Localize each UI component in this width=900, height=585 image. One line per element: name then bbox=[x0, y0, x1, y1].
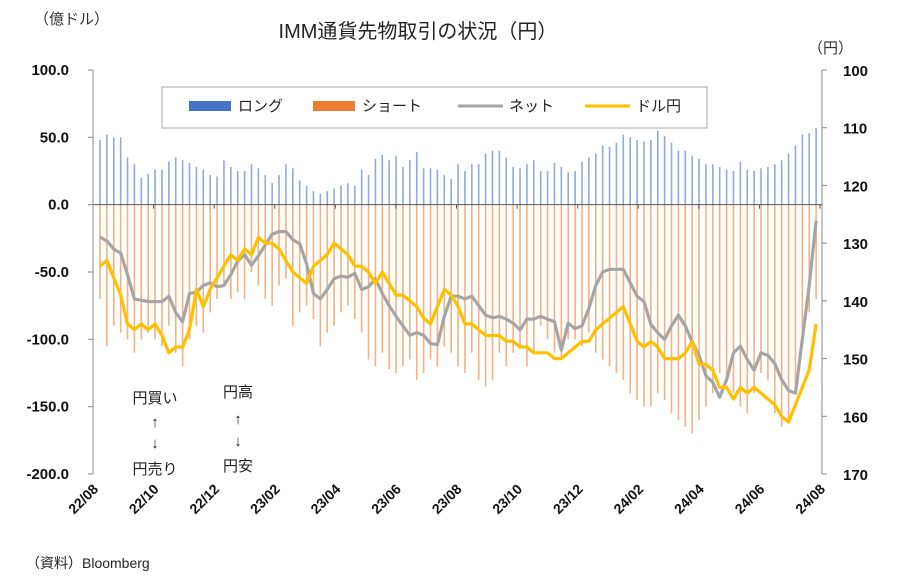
right-axis-tick-label: 140 bbox=[843, 294, 868, 311]
x-axis-tick-label: 23/08 bbox=[429, 481, 465, 517]
x-axis-tick-label: 22/08 bbox=[65, 481, 101, 517]
x-axis-tick-label: 24/04 bbox=[671, 481, 707, 517]
x-axis-tick-label: 22/10 bbox=[126, 481, 162, 517]
right-axis-tick-label: 130 bbox=[843, 236, 868, 253]
x-axis-tick-label: 23/10 bbox=[489, 481, 525, 517]
arrow-down-icon: ↓ bbox=[234, 433, 242, 450]
left-axis-tick-label: 50.0 bbox=[40, 129, 69, 146]
right-axis-unit: （円） bbox=[808, 40, 853, 57]
left-axis-tick-label: 0.0 bbox=[48, 197, 69, 214]
legend-label-usdjpy: ドル円 bbox=[636, 98, 681, 115]
left-axis-ticks: 100.0 50.0 0.0 -50.0 -100.0 -150.0 -200.0 bbox=[26, 62, 93, 483]
right-axis-tick-label: 100 bbox=[843, 63, 868, 80]
left-axis-tick-label: -100.0 bbox=[26, 331, 69, 348]
left-axis-tick-label: 100.0 bbox=[31, 62, 69, 79]
annotation-yen-strong-weak: 円高 ↑ ↓ 円安 bbox=[223, 384, 253, 475]
legend-label-long: ロング bbox=[238, 98, 283, 115]
annotation-yen-sell: 円売り bbox=[132, 461, 177, 478]
right-axis-tick-label: 150 bbox=[843, 352, 868, 369]
x-axis-tick-label: 24/08 bbox=[792, 481, 828, 517]
usdjpy-line bbox=[98, 235, 818, 424]
long-bars bbox=[99, 127, 817, 205]
right-axis-tick-label: 170 bbox=[843, 467, 868, 484]
source-note: （資料）Bloomberg bbox=[26, 555, 150, 571]
x-axis-tick-label: 23/12 bbox=[550, 481, 586, 517]
left-axis-tick-label: -150.0 bbox=[26, 399, 69, 416]
x-axis-tick-label: 22/12 bbox=[186, 481, 222, 517]
annotation-yen-weak: 円安 bbox=[223, 458, 253, 475]
x-axis-labels: 22/08 22/10 22/12 23/02 23/04 23/06 23/08 23/10… bbox=[65, 481, 828, 517]
annotation-yen-strong: 円高 bbox=[223, 384, 253, 401]
arrow-down-icon: ↓ bbox=[151, 435, 159, 452]
legend-swatch-short bbox=[313, 101, 355, 111]
legend-box bbox=[161, 86, 708, 129]
x-axis-tick-label: 23/04 bbox=[307, 481, 343, 517]
annotation-yen-buy-sell: 円買い ↑ ↓ 円売り bbox=[132, 390, 177, 478]
x-axis-tick-label: 24/06 bbox=[731, 481, 767, 517]
right-axis-tick-label: 110 bbox=[843, 121, 867, 138]
legend-label-net: ネット bbox=[509, 98, 554, 115]
left-axis-tick-label: -200.0 bbox=[26, 466, 69, 483]
net-line bbox=[99, 220, 818, 399]
x-axis-tick-label: 23/02 bbox=[247, 481, 283, 517]
x-axis-tick-label: 24/02 bbox=[610, 481, 646, 517]
right-axis-tick-label: 160 bbox=[843, 409, 868, 426]
short-bars bbox=[99, 204, 817, 434]
legend-swatch-long bbox=[189, 101, 231, 111]
arrow-up-icon: ↑ bbox=[151, 414, 159, 431]
legend-label-short: ショート bbox=[362, 98, 422, 115]
left-axis-unit: （億ドル） bbox=[34, 11, 109, 28]
annotation-yen-buy: 円買い bbox=[132, 390, 177, 407]
right-axis-ticks: 100 110 120 130 140 150 160 170 bbox=[822, 63, 868, 484]
chart-title: IMM通貨先物取引の状況（円） bbox=[279, 20, 558, 43]
left-axis-tick-label: -50.0 bbox=[35, 264, 69, 281]
x-axis-tick-label: 23/06 bbox=[368, 481, 404, 517]
legend: ロング ショート ネット ドル円 bbox=[161, 86, 708, 129]
right-axis-tick-label: 120 bbox=[843, 178, 868, 195]
arrow-up-icon: ↑ bbox=[234, 411, 242, 428]
x-axis-minor-ticks bbox=[92, 204, 821, 209]
